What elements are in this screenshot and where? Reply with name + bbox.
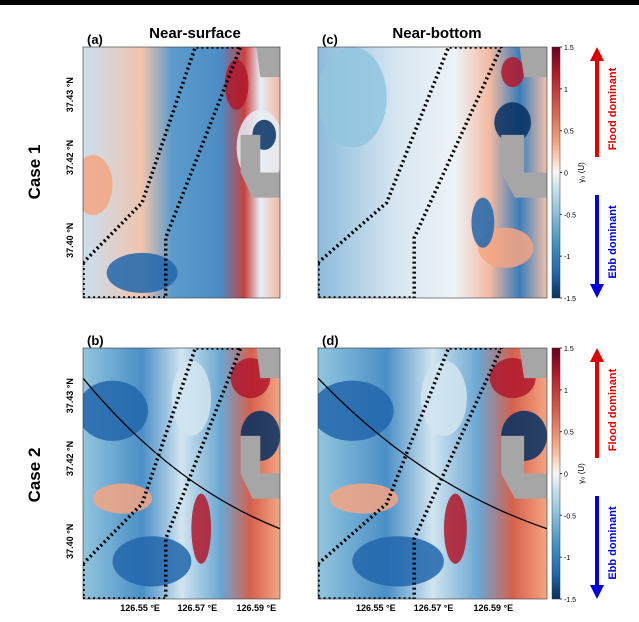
field-blob [171,360,212,436]
colorbar-tick-label: -1.5 [564,597,576,604]
colorbar-tick-label: -1.5 [564,296,576,303]
map-panel [318,47,547,298]
colorbar-tick-label: 1.5 [564,45,574,52]
flood-label: Flood dominant [607,67,619,150]
x-tick-label: 126.55 °E [356,603,396,613]
field-blob [191,493,212,564]
field-blob [224,59,249,110]
land [501,435,547,499]
map-panel [83,47,280,298]
field-blob [494,102,531,143]
colorbar-tick-label: -0.5 [564,212,576,219]
colorbar-tick-label: 0 [564,472,568,479]
y-tick-label: 37.40 °N [65,524,75,559]
flood-label: Flood dominant [607,368,619,451]
land [256,348,280,379]
land [501,134,547,198]
colorbar-tick-label: 0.5 [564,129,574,136]
field-blob [112,536,192,587]
field-blob [83,380,148,441]
panel-frame [317,347,548,600]
colorbar-label: γ₀ (U) [577,162,586,183]
colorbar-tick-label: 0.5 [564,430,574,437]
section-line [83,378,280,529]
field-blob [501,57,525,88]
column-title: Near-surface [149,25,241,42]
channel-outline [83,47,241,298]
ebb-arrow-head [590,585,604,599]
row-label: Case 2 [25,448,44,503]
y-tick-label: 37.42 °N [65,441,75,476]
panel-label: (a) [87,32,103,47]
field-blob [421,360,467,436]
y-tick-label: 37.43 °N [65,378,75,413]
field-blob [471,197,495,248]
field-blob [92,483,152,514]
panel-label: (b) [87,333,104,348]
map-panel [318,348,547,599]
colorbar-tick-label: -1 [564,254,570,261]
field-blob [329,483,399,514]
x-tick-label: 126.57 °E [414,603,454,613]
colorbar-tick-label: -0.5 [564,513,576,520]
colorbar-tick-label: 1 [564,388,568,395]
land [240,134,280,198]
row-label: Case 1 [25,145,44,200]
y-tick-label: 37.40 °N [65,223,75,258]
x-tick-label: 126.57 °E [177,603,217,613]
colorbar [551,46,561,299]
channel-outline [318,348,501,599]
y-tick-label: 37.43 °N [65,77,75,112]
colorbar [551,347,561,600]
ebb-label: Ebb dominant [607,506,619,580]
land [240,435,280,499]
field-blob [83,154,113,216]
ebb-arrow-head [590,284,604,298]
land [519,47,547,78]
field-blob [318,47,387,148]
ebb-label: Ebb dominant [607,205,619,279]
column-title: Near-bottom [392,25,481,42]
land [519,348,547,379]
section-line [318,378,547,529]
colorbar-tick-label: -1 [564,555,570,562]
x-tick-label: 126.59 °E [237,603,277,613]
channel-outline [318,47,501,298]
map-panel [83,348,280,599]
y-tick-label: 37.42 °N [65,140,75,175]
flood-arrow-head [590,47,604,61]
colorbar-tick-label: 0 [564,171,568,178]
top-rule [0,0,639,5]
land [256,47,280,78]
flood-arrow-head [590,348,604,362]
panel-frame [82,347,281,600]
colorbar-tick-label: 1.5 [564,346,574,353]
colorbar-tick-label: 1 [564,87,568,94]
field-blob [106,252,178,293]
field-blob [352,536,444,587]
x-tick-label: 126.55 °E [120,603,160,613]
channel-outline [83,348,241,599]
panel-frame [82,46,281,299]
panel-label: (c) [322,32,338,47]
colorbar-label: γ₀ (U) [577,463,586,484]
panel-label: (d) [322,333,339,348]
field-blob [443,493,467,564]
x-tick-label: 126.59 °E [474,603,514,613]
panel-frame [317,46,548,299]
field-blob [318,380,394,441]
